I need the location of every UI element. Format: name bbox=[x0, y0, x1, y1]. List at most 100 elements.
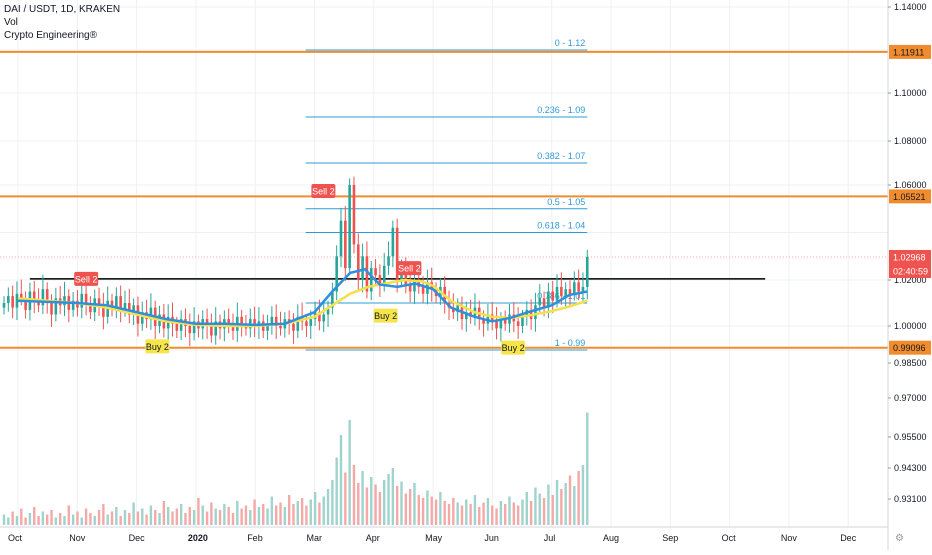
candle-body bbox=[37, 300, 40, 306]
volume-bar bbox=[357, 483, 360, 525]
volume-bar bbox=[58, 513, 62, 525]
candle-body bbox=[318, 312, 321, 322]
volume-bar bbox=[460, 505, 464, 525]
volume-bar bbox=[305, 505, 308, 525]
volume-bar bbox=[175, 508, 179, 525]
candle-body bbox=[547, 291, 550, 308]
volume-bar bbox=[322, 496, 325, 525]
volume-bar bbox=[205, 511, 209, 525]
candle-body bbox=[63, 296, 66, 306]
volume-bar bbox=[573, 486, 576, 525]
volume-bar bbox=[447, 504, 451, 525]
volume-bar bbox=[197, 498, 200, 525]
candle-body bbox=[292, 323, 295, 331]
volume-bar bbox=[564, 483, 567, 525]
candle-body bbox=[482, 319, 485, 324]
volume-bar bbox=[361, 471, 364, 525]
volume-bar bbox=[106, 514, 109, 525]
candle-body bbox=[564, 289, 567, 297]
volume-bar bbox=[145, 514, 148, 525]
volume-bar bbox=[408, 489, 412, 525]
price-badge bbox=[889, 44, 931, 59]
time-axis-label: May bbox=[425, 533, 443, 543]
candle-body bbox=[15, 293, 19, 308]
volume-bar bbox=[270, 496, 274, 525]
candle-body bbox=[568, 289, 572, 294]
volume-bar bbox=[97, 510, 101, 525]
volume-bar bbox=[495, 508, 498, 525]
volume-bar bbox=[383, 480, 386, 525]
volume-bar bbox=[89, 513, 92, 525]
candle-body bbox=[253, 319, 256, 326]
candle-body bbox=[274, 316, 278, 326]
candle-body bbox=[240, 316, 243, 324]
candle-body bbox=[369, 268, 373, 292]
volume-bar bbox=[577, 471, 580, 525]
settings-gear-icon[interactable]: ⚙ bbox=[895, 533, 904, 544]
candle-body bbox=[188, 326, 192, 334]
candle-body bbox=[331, 291, 334, 308]
candle-body bbox=[456, 305, 459, 313]
candle-body bbox=[266, 323, 269, 331]
price-axis-label: 1.00000 bbox=[894, 321, 927, 331]
sell-signal-badge bbox=[74, 271, 99, 286]
volume-bar bbox=[331, 480, 334, 525]
volume-bar bbox=[210, 502, 213, 525]
symbol-title[interactable]: DAI / USDT, 1D, KRAKEN bbox=[4, 4, 121, 15]
candle-body bbox=[322, 314, 326, 322]
volume-bar bbox=[529, 501, 533, 525]
price-axis-label: 1.14000 bbox=[894, 2, 927, 12]
candle-body bbox=[140, 312, 144, 324]
volume-bar bbox=[214, 508, 217, 525]
candle-body bbox=[421, 286, 425, 294]
signal-label: Sell 2 bbox=[75, 274, 98, 284]
volume-bar bbox=[417, 495, 420, 525]
time-axis-label: Dec bbox=[129, 533, 146, 543]
volume-bar bbox=[218, 510, 222, 525]
candle-body bbox=[305, 321, 308, 326]
candle-body bbox=[41, 289, 45, 306]
candle-body bbox=[352, 185, 356, 245]
time-axis-label: Nov bbox=[69, 533, 86, 543]
time-axis-label: 2020 bbox=[188, 533, 208, 543]
volume-bar bbox=[24, 517, 27, 525]
candle-body bbox=[192, 321, 196, 334]
volume-bar bbox=[456, 502, 459, 525]
volume-bar bbox=[236, 501, 239, 525]
volume-bar bbox=[192, 510, 196, 525]
volume-bar bbox=[413, 483, 416, 525]
volume-bar bbox=[555, 480, 559, 525]
volume-bar bbox=[581, 465, 585, 525]
candle-body bbox=[542, 298, 546, 308]
volume-bar bbox=[63, 516, 66, 525]
volume-bar bbox=[469, 504, 472, 525]
time-axis-label: Sep bbox=[662, 533, 678, 543]
candle-body bbox=[210, 326, 213, 336]
volume-bar bbox=[80, 517, 83, 525]
candle-body bbox=[227, 319, 230, 326]
volume-bar bbox=[184, 513, 187, 525]
fib-level-label: 1 - 0.99 bbox=[555, 338, 586, 348]
volume-indicator-label[interactable]: Vol bbox=[4, 17, 18, 28]
custom-indicator-label[interactable]: Crypto Engineering® bbox=[4, 30, 97, 41]
volume-bar bbox=[41, 511, 45, 525]
volume-bar bbox=[37, 516, 40, 525]
candle-body bbox=[309, 319, 313, 326]
volume-bar bbox=[309, 499, 312, 525]
fib-level-label: 0.236 - 1.09 bbox=[537, 105, 585, 115]
sell-signal-badge bbox=[397, 261, 422, 276]
volume-bar bbox=[300, 498, 304, 525]
price-axis-label: 0.93100 bbox=[894, 494, 927, 504]
volume-bar bbox=[482, 502, 485, 525]
volume-bar bbox=[452, 498, 455, 525]
price-axis-label: 1.08000 bbox=[894, 136, 927, 146]
signal-label: Sell 2 bbox=[312, 186, 335, 196]
candle-body bbox=[503, 319, 507, 324]
price-axis-label: 1.06000 bbox=[894, 180, 927, 190]
candle-body bbox=[365, 256, 369, 292]
volume-bar bbox=[478, 507, 481, 525]
candle-body bbox=[551, 291, 555, 301]
candle-body bbox=[326, 307, 330, 315]
